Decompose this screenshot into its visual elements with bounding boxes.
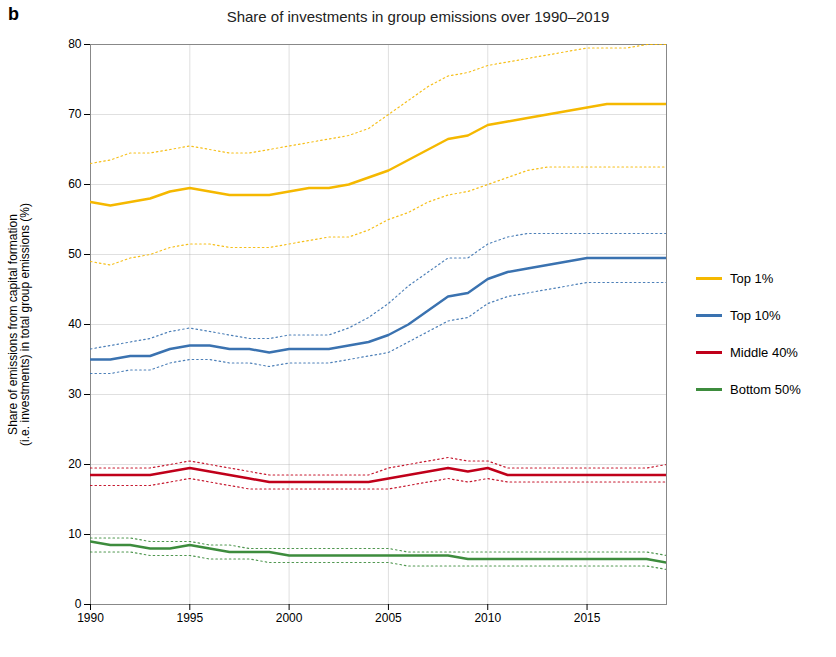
svg-text:1990: 1990 [77, 611, 104, 625]
svg-text:80: 80 [68, 37, 82, 51]
svg-text:10: 10 [68, 527, 82, 541]
html-text:Top 1%: Top 1% [730, 271, 774, 286]
svg-text:2010: 2010 [474, 611, 501, 625]
svg-text:70: 70 [68, 107, 82, 121]
svg-text:50: 50 [68, 247, 82, 261]
html-text:Middle 40%: Middle 40% [730, 345, 798, 360]
html-text:Bottom 50%: Bottom 50% [730, 382, 801, 397]
svg-text:0: 0 [75, 597, 82, 611]
html-text:b: b [8, 4, 19, 24]
html-text:Share of investments in group: Share of investments in group emissions … [226, 8, 610, 25]
html-text:Top 10%: Top 10% [730, 308, 781, 323]
svg-text:1995: 1995 [176, 611, 203, 625]
svg-text:2015: 2015 [574, 611, 601, 625]
svg-text:Share of emissions from capita: Share of emissions from capital formatio… [6, 203, 32, 446]
svg-text:60: 60 [68, 177, 82, 191]
svg-text:2000: 2000 [276, 611, 303, 625]
svg-text:2005: 2005 [375, 611, 402, 625]
svg-text:40: 40 [68, 317, 82, 331]
svg-text:20: 20 [68, 457, 82, 471]
svg-text:30: 30 [68, 387, 82, 401]
